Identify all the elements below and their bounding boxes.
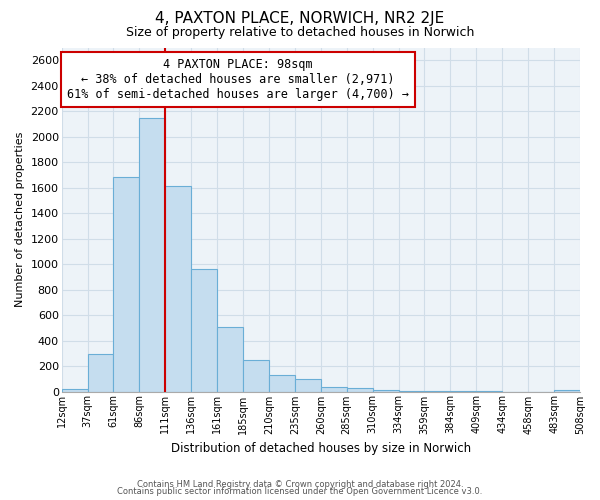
Bar <box>269 375 295 392</box>
Bar <box>347 388 373 392</box>
Bar <box>554 390 580 392</box>
Bar <box>295 379 321 392</box>
Text: Size of property relative to detached houses in Norwich: Size of property relative to detached ho… <box>126 26 474 39</box>
Bar <box>165 186 191 392</box>
Bar <box>191 269 217 392</box>
X-axis label: Distribution of detached houses by size in Norwich: Distribution of detached houses by size … <box>171 442 471 455</box>
Bar <box>217 327 243 392</box>
Text: 4 PAXTON PLACE: 98sqm
← 38% of detached houses are smaller (2,971)
61% of semi-d: 4 PAXTON PLACE: 98sqm ← 38% of detached … <box>67 58 409 101</box>
Text: Contains HM Land Registry data © Crown copyright and database right 2024.: Contains HM Land Registry data © Crown c… <box>137 480 463 489</box>
Bar <box>88 354 113 392</box>
Y-axis label: Number of detached properties: Number of detached properties <box>15 132 25 307</box>
Bar <box>398 391 424 392</box>
Bar <box>243 360 269 392</box>
Bar <box>62 389 88 392</box>
Text: 4, PAXTON PLACE, NORWICH, NR2 2JE: 4, PAXTON PLACE, NORWICH, NR2 2JE <box>155 12 445 26</box>
Bar <box>373 390 398 392</box>
Bar <box>139 118 165 392</box>
Bar <box>113 178 139 392</box>
Text: Contains public sector information licensed under the Open Government Licence v3: Contains public sector information licen… <box>118 487 482 496</box>
Bar <box>321 387 347 392</box>
